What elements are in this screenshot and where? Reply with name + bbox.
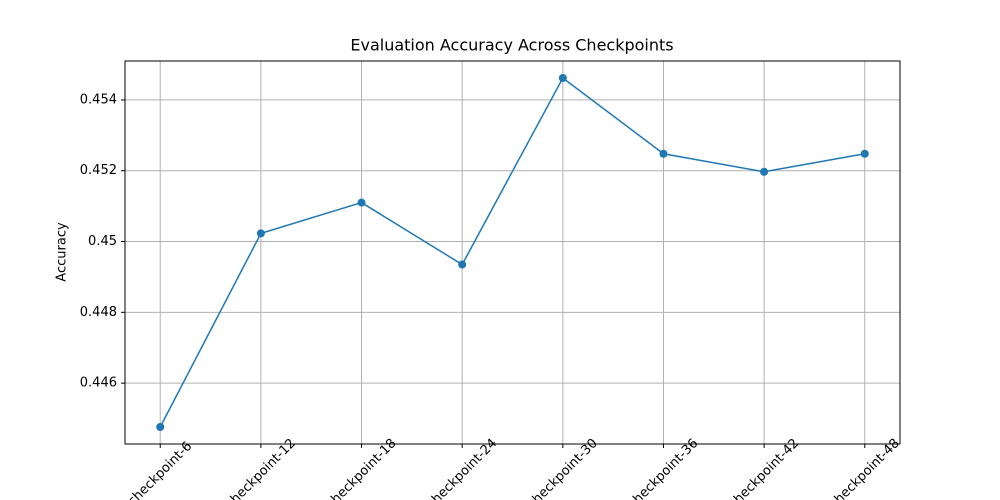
y-tick-label: 0.446 — [80, 376, 117, 391]
y-tick-label: 0.45 — [88, 234, 117, 249]
marker — [256, 229, 265, 238]
plot-frame — [124, 60, 901, 445]
chart-title: Evaluation Accuracy Across Checkpoints — [350, 36, 673, 55]
line — [159, 76, 865, 428]
y-axis-label: Accuracy — [55, 222, 70, 282]
marker — [659, 149, 668, 158]
marker — [760, 167, 769, 176]
marker — [458, 260, 467, 269]
marker — [860, 149, 869, 158]
marker — [558, 73, 567, 82]
marker — [156, 423, 165, 432]
y-tick-label: 0.454 — [80, 92, 117, 107]
y-tick-label: 0.452 — [80, 163, 117, 178]
marker — [357, 198, 366, 207]
y-tick-label: 0.448 — [80, 305, 117, 320]
